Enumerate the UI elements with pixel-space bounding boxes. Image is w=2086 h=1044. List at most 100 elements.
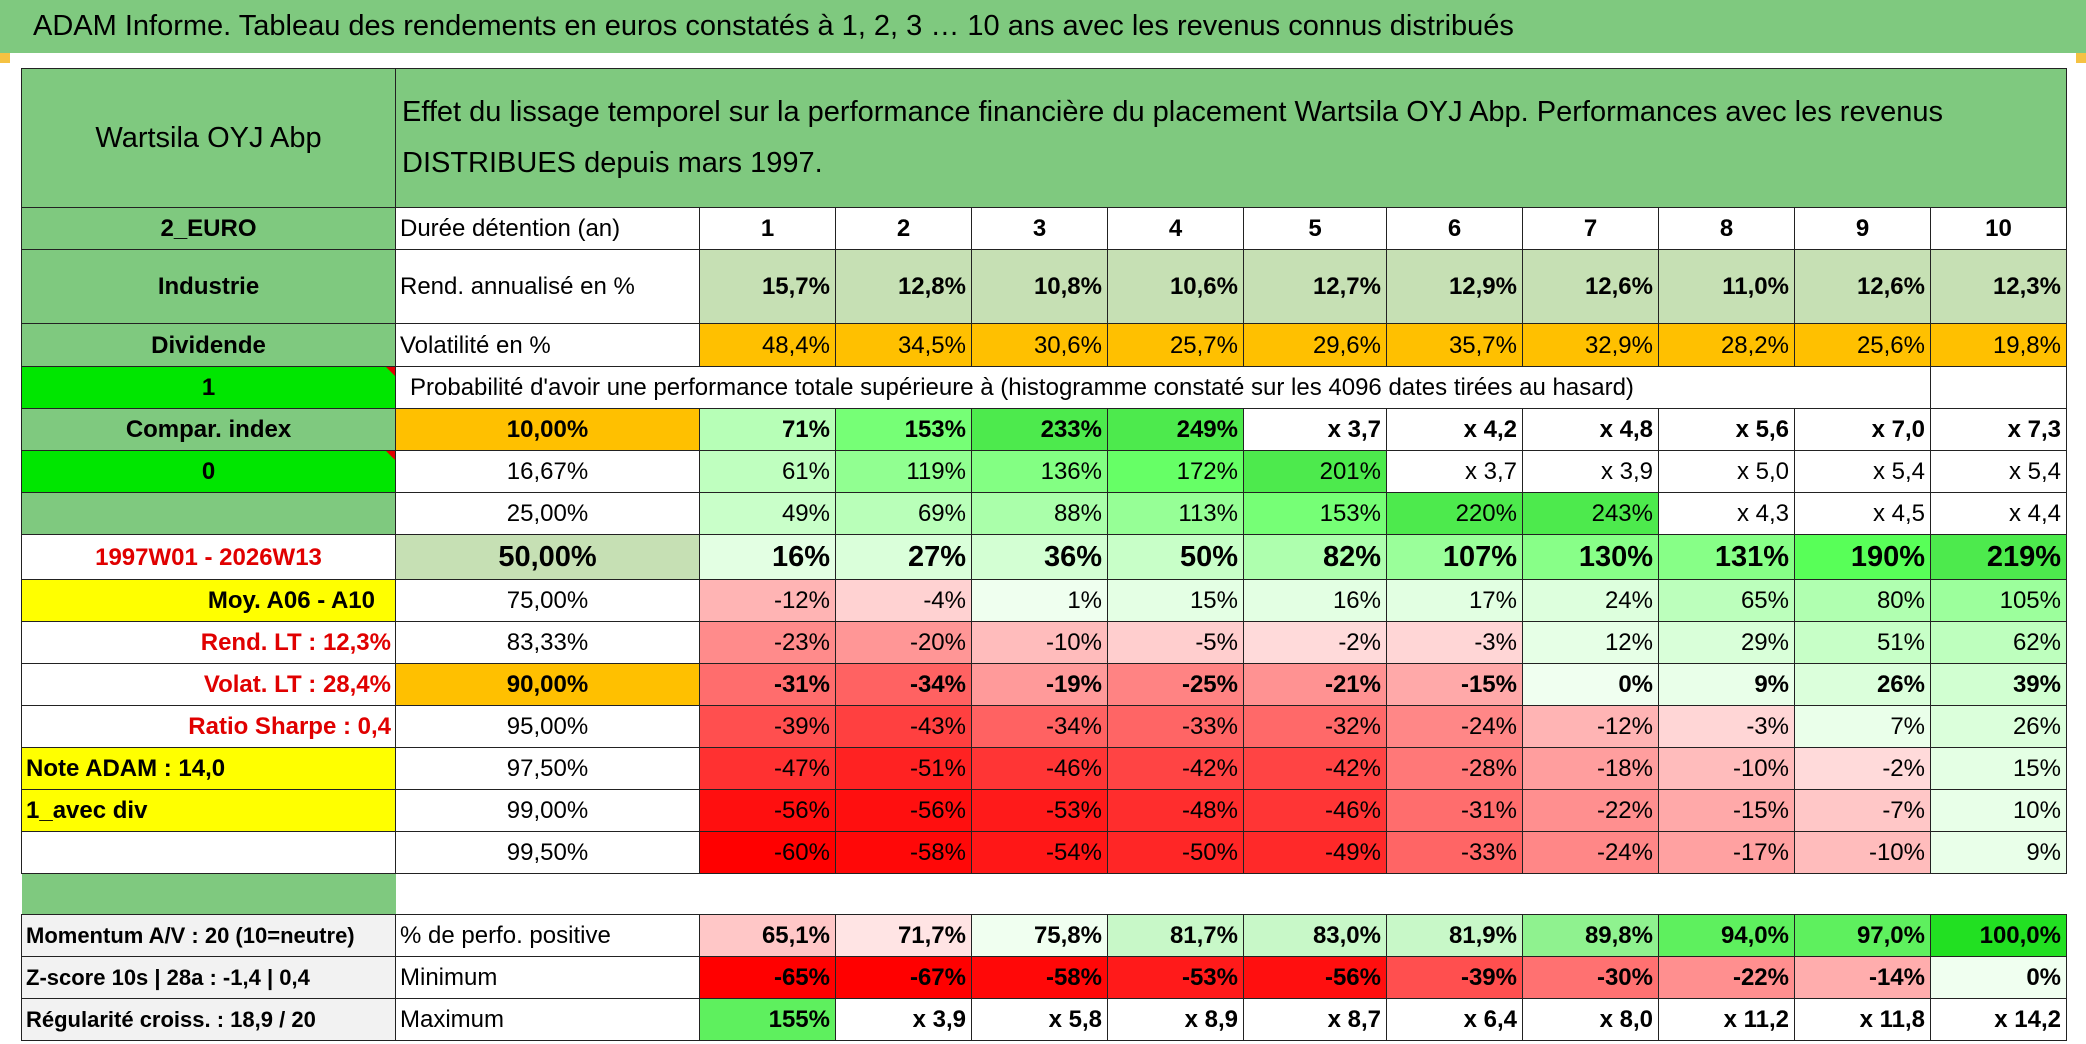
prob-value: 15% bbox=[1107, 579, 1244, 622]
spacer-cell bbox=[395, 873, 2067, 915]
year-header: 3 bbox=[971, 207, 1108, 250]
pos-value: 100,0% bbox=[1930, 914, 2067, 957]
prob-value: 69% bbox=[835, 492, 972, 535]
prob-value: 39% bbox=[1930, 663, 2067, 706]
prob-value: -7% bbox=[1794, 789, 1931, 832]
rend-value: 12,3% bbox=[1930, 249, 2067, 324]
vol-value: 29,6% bbox=[1243, 323, 1387, 367]
moy-label: Moy. A06 - A10 bbox=[21, 579, 396, 622]
prob-value: 36% bbox=[971, 534, 1108, 580]
prob-value: -2% bbox=[1794, 747, 1931, 790]
prob-threshold: 99,50% bbox=[395, 831, 700, 874]
prob-value: -42% bbox=[1243, 747, 1387, 790]
prob-value: 219% bbox=[1930, 534, 2067, 580]
prob-value: 131% bbox=[1658, 534, 1795, 580]
prob-value: 153% bbox=[835, 408, 972, 451]
prob-value: -60% bbox=[699, 831, 836, 874]
prob-value: -12% bbox=[699, 579, 836, 622]
prob-value: 153% bbox=[1243, 492, 1387, 535]
code-label: 2_EURO bbox=[21, 207, 396, 250]
rend-value: 12,9% bbox=[1386, 249, 1523, 324]
pos-value: 89,8% bbox=[1522, 914, 1659, 957]
zscore-label: Z-score 10s | 28a : -1,4 | 0,4 bbox=[21, 956, 396, 999]
year-header: 1 bbox=[699, 207, 836, 250]
prob-threshold: 95,00% bbox=[395, 705, 700, 748]
prob-value: 17% bbox=[1386, 579, 1523, 622]
min-value: -67% bbox=[835, 956, 972, 999]
prob-value: x 3,7 bbox=[1243, 408, 1387, 451]
prob-value: -3% bbox=[1386, 621, 1523, 664]
pos-value: 75,8% bbox=[971, 914, 1108, 957]
pos-label: % de perfo. positive bbox=[395, 914, 700, 957]
header-description: Effet du lissage temporel sur la perform… bbox=[395, 68, 2067, 208]
rend-value: 12,8% bbox=[835, 249, 972, 324]
spacer-cell bbox=[21, 873, 396, 915]
prob-threshold: 50,00% bbox=[395, 534, 700, 580]
min-value: -39% bbox=[1386, 956, 1523, 999]
prob-value: -51% bbox=[835, 747, 972, 790]
prob-value: -12% bbox=[1522, 705, 1659, 748]
prob-value: x 4,3 bbox=[1658, 492, 1795, 535]
prob-value: x 7,3 bbox=[1930, 408, 2067, 451]
prob-value: -46% bbox=[1243, 789, 1387, 832]
prob-value: -10% bbox=[971, 621, 1108, 664]
prob-value: 49% bbox=[699, 492, 836, 535]
prob-value: -34% bbox=[835, 663, 972, 706]
prob-value: 10% bbox=[1930, 789, 2067, 832]
prob-value: 233% bbox=[971, 408, 1108, 451]
prob-value: 71% bbox=[699, 408, 836, 451]
prob-value: 82% bbox=[1243, 534, 1387, 580]
prob-value: -15% bbox=[1658, 789, 1795, 832]
min-value: -30% bbox=[1522, 956, 1659, 999]
max-value: x 5,8 bbox=[971, 998, 1108, 1041]
prob-value: 29% bbox=[1658, 621, 1795, 664]
prob-value: -5% bbox=[1107, 621, 1244, 664]
rend-value: 12,7% bbox=[1243, 249, 1387, 324]
prob-value: 16% bbox=[1243, 579, 1387, 622]
prob-value: -24% bbox=[1522, 831, 1659, 874]
min-value: -58% bbox=[971, 956, 1108, 999]
prob-value: -33% bbox=[1386, 831, 1523, 874]
prob-value: -2% bbox=[1243, 621, 1387, 664]
pos-value: 65,1% bbox=[699, 914, 836, 957]
prob-threshold: 99,00% bbox=[395, 789, 700, 832]
rend-value: 12,6% bbox=[1794, 249, 1931, 324]
prob-value: 201% bbox=[1243, 450, 1387, 493]
prob-value: 16% bbox=[699, 534, 836, 580]
prob-value: -39% bbox=[699, 705, 836, 748]
prob-value: -25% bbox=[1107, 663, 1244, 706]
prob-value: -33% bbox=[1107, 705, 1244, 748]
prob-threshold: 16,67% bbox=[395, 450, 700, 493]
prob-value: 130% bbox=[1522, 534, 1659, 580]
vol-value: 32,9% bbox=[1522, 323, 1659, 367]
avec-div-label: 1_avec div bbox=[21, 789, 396, 832]
rend-value: 10,8% bbox=[971, 249, 1108, 324]
min-value: 0% bbox=[1930, 956, 2067, 999]
prob-value: -53% bbox=[971, 789, 1108, 832]
prob-value: 61% bbox=[699, 450, 836, 493]
rend-value: 10,6% bbox=[1107, 249, 1244, 324]
pos-value: 81,9% bbox=[1386, 914, 1523, 957]
prob-value: -58% bbox=[835, 831, 972, 874]
max-value: x 8,0 bbox=[1522, 998, 1659, 1041]
regularite-label: Régularité croiss. : 18,9 / 20 bbox=[21, 998, 396, 1041]
vol-value: 25,7% bbox=[1107, 323, 1244, 367]
prob-value: x 5,6 bbox=[1658, 408, 1795, 451]
max-label: Maximum bbox=[395, 998, 700, 1041]
pos-value: 71,7% bbox=[835, 914, 972, 957]
sharpe-label: Ratio Sharpe : 0,4 bbox=[21, 705, 396, 748]
prob-value: 243% bbox=[1522, 492, 1659, 535]
prob-value: 50% bbox=[1107, 534, 1244, 580]
prob-value: -34% bbox=[971, 705, 1108, 748]
flag-zero: 0 bbox=[21, 450, 396, 493]
rend-value: 15,7% bbox=[699, 249, 836, 324]
prob-value: -31% bbox=[1386, 789, 1523, 832]
prob-threshold: 90,00% bbox=[395, 663, 700, 706]
min-value: -22% bbox=[1658, 956, 1795, 999]
momentum-label: Momentum A/V : 20 (10=neutre) bbox=[21, 914, 396, 957]
prob-value: 1% bbox=[971, 579, 1108, 622]
prob-value: 24% bbox=[1522, 579, 1659, 622]
prob-threshold: 83,33% bbox=[395, 621, 700, 664]
prob-value: -47% bbox=[699, 747, 836, 790]
prob-value: 65% bbox=[1658, 579, 1795, 622]
